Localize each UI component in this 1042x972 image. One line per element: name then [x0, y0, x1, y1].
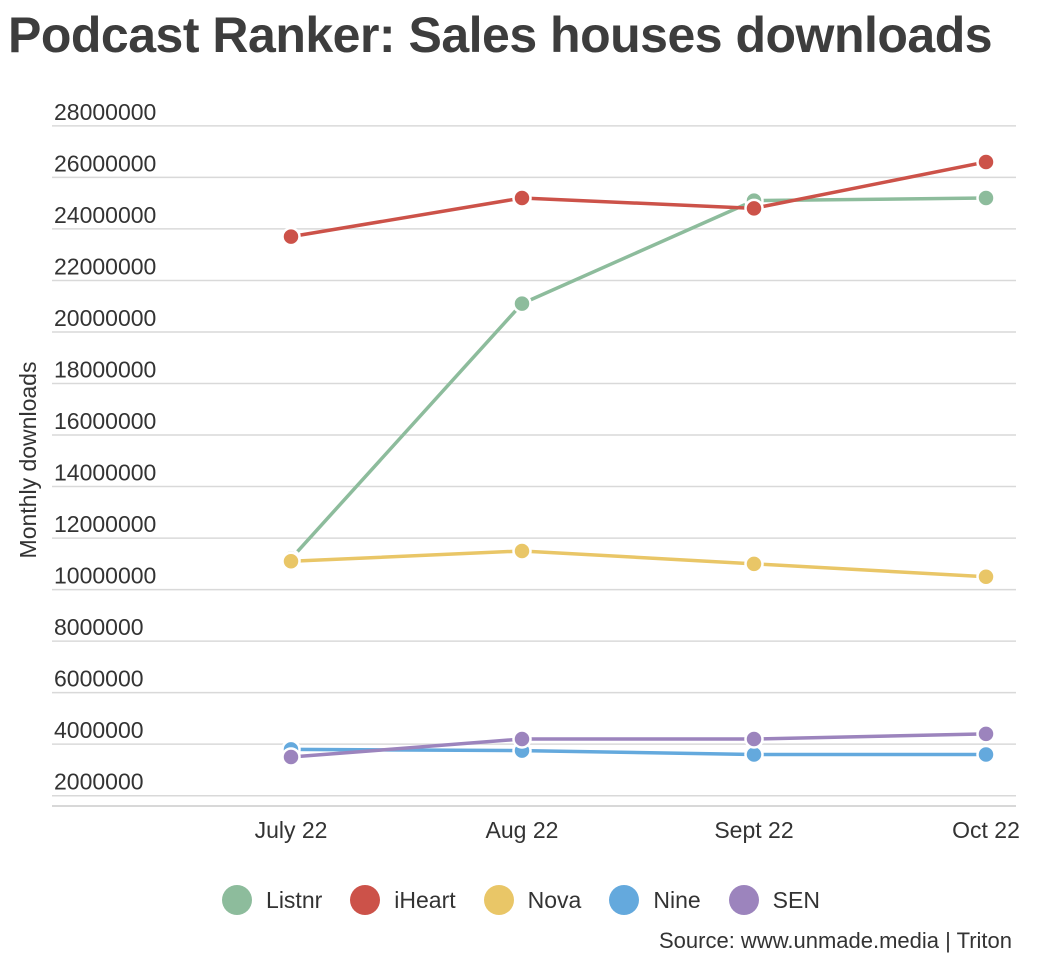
y-axis-label: Monthly downloads	[15, 362, 41, 559]
data-point-sen	[976, 724, 996, 744]
y-tick-label: 8000000	[54, 614, 144, 640]
data-point-iheart	[512, 188, 532, 208]
legend-label: Nine	[653, 886, 701, 913]
legend-label: Listnr	[266, 886, 323, 913]
y-tick-label: 18000000	[54, 357, 156, 383]
data-point-listnr	[512, 293, 532, 314]
legend-swatch	[350, 885, 381, 915]
y-tick-label: 16000000	[54, 408, 156, 434]
data-point-iheart	[976, 152, 996, 172]
series-line-listnr	[289, 196, 988, 561]
x-tick-label: Oct 22	[952, 817, 1020, 843]
legend-label: SEN	[772, 886, 820, 913]
series-line-nine	[289, 747, 988, 757]
y-tick-label: 2000000	[54, 769, 144, 795]
legend-item-nine: Nine	[609, 885, 701, 915]
data-point-nova	[976, 566, 996, 587]
y-axis-ticks: 2000000 4000000 6000000 8000000 10000000 1200…	[54, 99, 156, 795]
legend-item-iheart: iHeart	[350, 885, 456, 915]
data-point-sen	[512, 729, 532, 749]
series-line-sen	[289, 732, 988, 759]
y-tick-label: 12000000	[54, 511, 156, 537]
data-point-nova	[281, 551, 301, 572]
series-lines	[289, 160, 988, 759]
data-point-iheart	[281, 226, 301, 247]
series-line-nova	[289, 549, 988, 579]
data-point-sen	[744, 729, 764, 749]
y-tick-label: 10000000	[54, 563, 156, 589]
chart-title: Podcast Ranker: Sales houses downloads	[8, 7, 993, 63]
series-points	[281, 152, 996, 767]
legend-label: iHeart	[394, 886, 456, 913]
y-tick-label: 20000000	[54, 305, 156, 331]
legend-swatch	[222, 885, 253, 915]
x-tick-label: Sept 22	[714, 817, 793, 843]
source-note: Source: www.unmade.media | Triton	[659, 928, 1012, 953]
y-tick-label: 4000000	[54, 717, 144, 743]
data-point-nine	[976, 744, 996, 765]
x-axis-ticks: July 22 Aug 22 Sept 22 Oct 22	[255, 817, 1020, 843]
y-tick-label: 14000000	[54, 460, 156, 486]
legend-item-sen: SEN	[728, 885, 820, 915]
data-point-nova	[512, 541, 532, 561]
legend-swatch	[728, 885, 759, 915]
data-point-listnr	[976, 188, 996, 208]
x-tick-label: July 22	[255, 817, 328, 843]
data-point-iheart	[744, 198, 764, 219]
y-tick-label: 22000000	[54, 253, 156, 279]
series-line-iheart	[289, 160, 988, 239]
legend-item-nova: Nova	[483, 885, 582, 915]
legend-label: Nova	[527, 886, 582, 913]
y-tick-label: 28000000	[54, 99, 156, 125]
legend: Listnr iHeart Nova Nine SEN	[0, 885, 1042, 915]
gridlines	[52, 125, 1016, 807]
data-point-sen	[281, 747, 301, 767]
y-tick-label: 24000000	[54, 202, 156, 228]
legend-swatch	[483, 885, 514, 915]
y-tick-label: 26000000	[54, 150, 156, 176]
y-tick-label: 6000000	[54, 666, 144, 692]
legend-item-listnr: Listnr	[222, 885, 322, 915]
data-point-nova	[744, 554, 764, 574]
x-tick-label: Aug 22	[486, 817, 559, 843]
legend-swatch	[609, 885, 640, 915]
